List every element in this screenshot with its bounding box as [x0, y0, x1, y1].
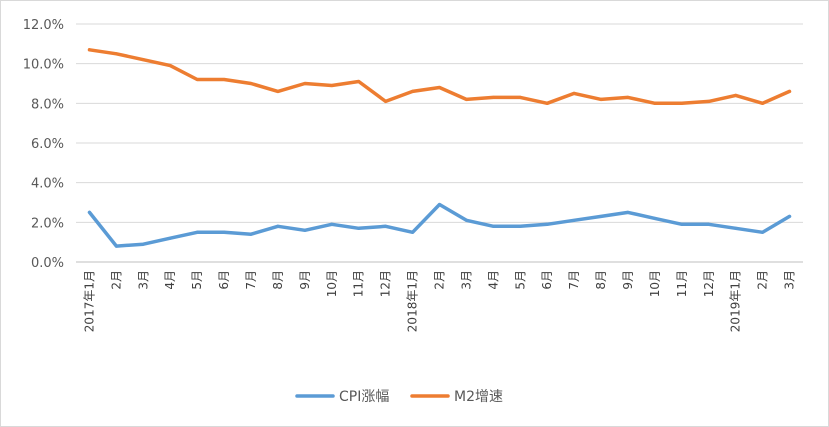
data-point	[276, 224, 280, 228]
x-tick-label: 9月	[298, 270, 312, 290]
x-tick-label: 3月	[783, 270, 797, 290]
y-tick-label: 8.0%	[31, 97, 64, 112]
x-tick-label: 7月	[244, 270, 258, 290]
x-tick-label: 2019年1月	[729, 270, 743, 332]
x-tick-label: 3月	[459, 270, 473, 290]
data-point	[195, 78, 199, 82]
x-tick-label: 5月	[513, 270, 527, 290]
data-point	[599, 214, 603, 218]
x-tick-label: 12月	[702, 270, 716, 297]
series-lines	[87, 48, 792, 248]
y-tick-label: 12.0%	[23, 18, 64, 33]
y-tick-label: 6.0%	[31, 137, 64, 152]
data-point	[87, 48, 91, 52]
data-point	[572, 91, 576, 95]
data-point	[384, 224, 388, 228]
legend-label: CPI涨幅	[339, 389, 389, 405]
data-point	[653, 101, 657, 105]
data-point	[653, 216, 657, 220]
data-point	[545, 101, 549, 105]
data-point	[707, 99, 711, 103]
data-point	[734, 226, 738, 230]
x-tick-label: 8月	[271, 270, 285, 290]
data-point	[384, 99, 388, 103]
x-tick-label: 10月	[325, 270, 339, 297]
data-point	[788, 89, 792, 93]
data-point	[518, 224, 522, 228]
x-tick-label: 2月	[433, 270, 447, 290]
data-point	[303, 228, 307, 232]
data-point	[141, 242, 145, 246]
x-axis-ticks: 2017年1月 2月 3月 4月 5月 6月 7月 8月 9月 10月 11月 12月 2018年1月 2…	[82, 270, 796, 332]
grid-lines	[76, 23, 803, 263]
data-point	[491, 224, 495, 228]
x-tick-label: 11月	[352, 270, 366, 297]
data-point	[707, 222, 711, 226]
data-point	[168, 64, 172, 68]
data-point	[114, 244, 118, 248]
data-point	[168, 236, 172, 240]
data-point	[411, 89, 415, 93]
y-tick-label: 2.0%	[31, 216, 64, 231]
x-tick-label: 5月	[190, 270, 204, 290]
x-tick-label: 4月	[163, 270, 177, 290]
data-point	[249, 82, 253, 85]
y-axis-ticks: 0.0% 2.0% 4.0% 6.0% 8.0% 10.0% 12.0%	[23, 18, 64, 271]
data-point	[626, 210, 630, 214]
x-tick-label: 2018年1月	[406, 270, 420, 332]
y-tick-label: 0.0%	[31, 256, 64, 271]
data-point	[599, 97, 603, 101]
data-point	[195, 230, 199, 234]
data-point	[734, 93, 738, 97]
x-tick-label: 2月	[756, 270, 770, 290]
data-point	[357, 80, 361, 84]
x-tick-label: 4月	[486, 270, 500, 290]
x-tick-label: 3月	[136, 270, 150, 290]
data-point	[464, 97, 468, 101]
legend-label: M2增速	[454, 389, 503, 405]
data-point	[330, 222, 334, 226]
data-point	[464, 218, 468, 222]
data-point	[87, 210, 91, 214]
legend: CPI涨幅 M2增速	[295, 389, 503, 405]
data-point	[680, 222, 684, 226]
data-point	[357, 226, 361, 230]
data-point	[222, 230, 226, 234]
x-tick-label: 6月	[217, 270, 231, 290]
x-tick-label: 2月	[109, 270, 123, 290]
data-point	[626, 95, 630, 99]
data-point	[680, 101, 684, 105]
series-line-m2	[87, 48, 792, 106]
x-tick-label: 10月	[648, 270, 662, 297]
data-point	[411, 230, 415, 234]
data-point	[276, 89, 280, 93]
data-point	[545, 222, 549, 226]
data-point	[438, 85, 441, 89]
data-point	[114, 52, 118, 56]
data-point	[788, 214, 792, 218]
x-tick-label: 12月	[379, 270, 393, 297]
data-point	[438, 202, 441, 206]
x-tick-label: 6月	[540, 270, 554, 290]
x-tick-label: 7月	[567, 270, 581, 290]
data-point	[222, 78, 226, 82]
data-point	[761, 230, 765, 234]
data-point	[491, 95, 495, 99]
y-tick-label: 10.0%	[23, 58, 64, 73]
x-tick-label: 8月	[594, 270, 608, 290]
data-point	[249, 232, 253, 236]
series-line-cpi	[87, 202, 792, 248]
y-tick-label: 4.0%	[31, 177, 64, 192]
x-tick-label: 11月	[675, 270, 689, 297]
x-tick-label: 2017年1月	[82, 270, 96, 332]
data-point	[330, 83, 334, 87]
data-point	[761, 101, 765, 105]
x-tick-label: 9月	[621, 270, 635, 290]
data-point	[303, 82, 307, 85]
data-point	[572, 218, 576, 222]
data-point	[518, 95, 522, 99]
data-point	[141, 58, 145, 62]
